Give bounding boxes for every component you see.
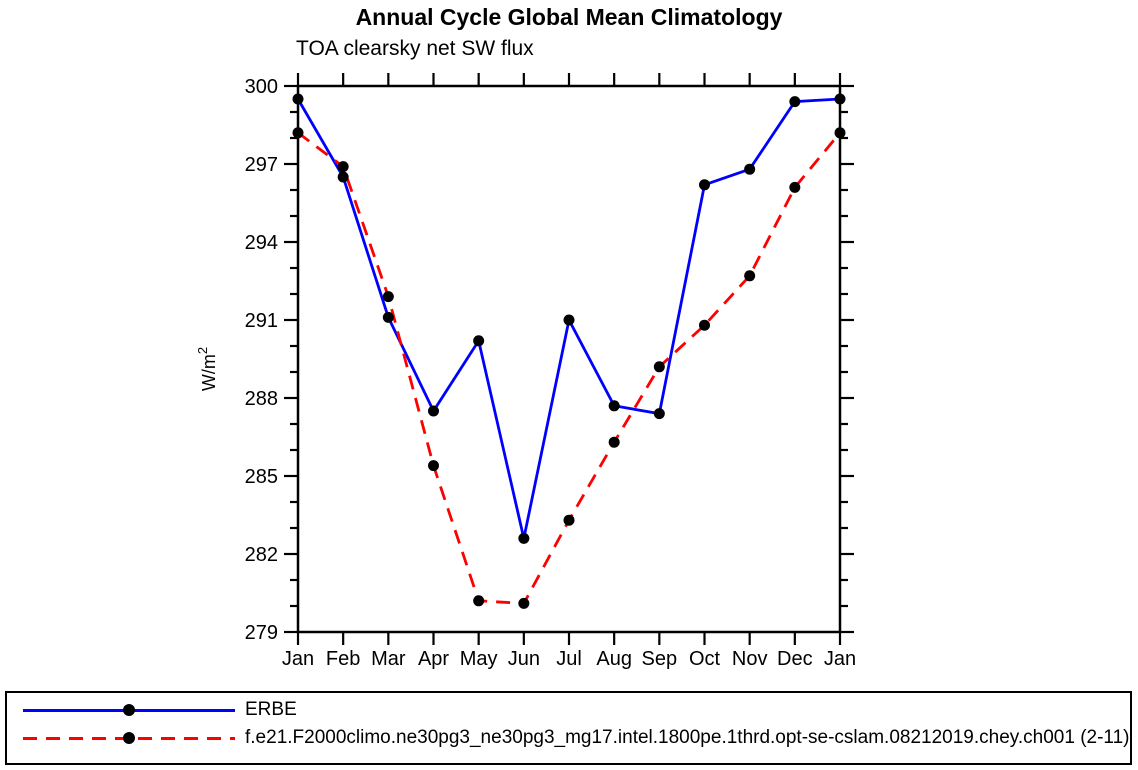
data-point	[789, 181, 801, 193]
svg-text:282: 282	[245, 544, 278, 566]
svg-text:285: 285	[245, 466, 278, 488]
data-point	[292, 93, 304, 105]
data-point	[473, 595, 485, 607]
svg-text:Jun: Jun	[508, 648, 540, 670]
erbe-marker-icon	[123, 704, 135, 716]
svg-text:291: 291	[245, 310, 278, 332]
y-axis-label: W/m2	[195, 347, 219, 391]
data-point	[428, 405, 439, 417]
svg-text:Dec: Dec	[777, 648, 813, 670]
data-point	[473, 335, 485, 347]
legend-label-model: f.e21.F2000climo.ne30pg3_ne30pg3_mg17.in…	[245, 727, 1130, 748]
plot-frame	[296, 84, 842, 634]
data-point	[789, 96, 801, 108]
data-point	[699, 179, 710, 191]
svg-text:Jan: Jan	[824, 648, 856, 670]
data-point	[653, 408, 665, 420]
svg-text:Mar: Mar	[371, 648, 406, 670]
svg-text:Oct: Oct	[689, 648, 721, 670]
svg-text:288: 288	[245, 388, 278, 410]
model-marker-icon	[123, 732, 135, 744]
series-markers-0	[292, 93, 846, 544]
y-axis-tick-labels: 279 282 285 288 291 294 297 300	[245, 76, 278, 644]
svg-text:Jan: Jan	[282, 648, 314, 670]
data-point	[428, 460, 439, 472]
legend-sample-erbe	[23, 703, 235, 717]
svg-text:Sep: Sep	[642, 648, 678, 670]
x-axis-tick-labels: Jan Feb Mar Apr May Jun Jul Aug Sep Oct Nov Dec Jan	[282, 648, 856, 670]
svg-text:300: 300	[245, 76, 278, 98]
data-point	[563, 514, 575, 526]
series-markers-1	[292, 127, 846, 609]
chart-subtitle: TOA clearsky net SW flux	[296, 37, 534, 60]
svg-text:Apr: Apr	[418, 648, 449, 670]
data-point	[337, 161, 349, 173]
data-point	[563, 314, 575, 326]
legend-row-erbe: ERBE	[7, 696, 1130, 724]
data-point	[382, 311, 394, 323]
data-point	[518, 597, 530, 609]
legend-label-erbe: ERBE	[245, 699, 297, 720]
data-point	[653, 361, 665, 373]
legend-sample-model	[23, 731, 235, 745]
data-point	[382, 291, 394, 303]
legend: ERBE f.e21.F2000climo.ne30pg3_ne30pg3_mg…	[5, 691, 1132, 765]
axis-ticks	[284, 73, 854, 645]
svg-text:Feb: Feb	[326, 648, 360, 670]
data-point	[608, 400, 620, 412]
data-point	[744, 270, 756, 282]
series-line-1	[297, 131, 842, 605]
svg-text:Aug: Aug	[596, 648, 632, 670]
data-point	[834, 127, 846, 139]
data-point	[744, 163, 756, 175]
svg-text:Nov: Nov	[732, 648, 768, 670]
svg-text:279: 279	[245, 622, 278, 644]
svg-text:294: 294	[245, 232, 278, 254]
svg-text:May: May	[460, 648, 498, 670]
data-point	[699, 319, 710, 331]
data-point	[834, 93, 846, 105]
data-point	[292, 127, 304, 139]
svg-text:Jul: Jul	[556, 648, 582, 670]
data-point	[608, 436, 620, 448]
data-point	[337, 171, 349, 183]
data-point	[518, 532, 530, 544]
svg-text:297: 297	[245, 154, 278, 176]
legend-row-model: f.e21.F2000climo.ne30pg3_ne30pg3_mg17.in…	[7, 724, 1130, 752]
chart-title: Annual Cycle Global Mean Climatology	[355, 4, 783, 30]
